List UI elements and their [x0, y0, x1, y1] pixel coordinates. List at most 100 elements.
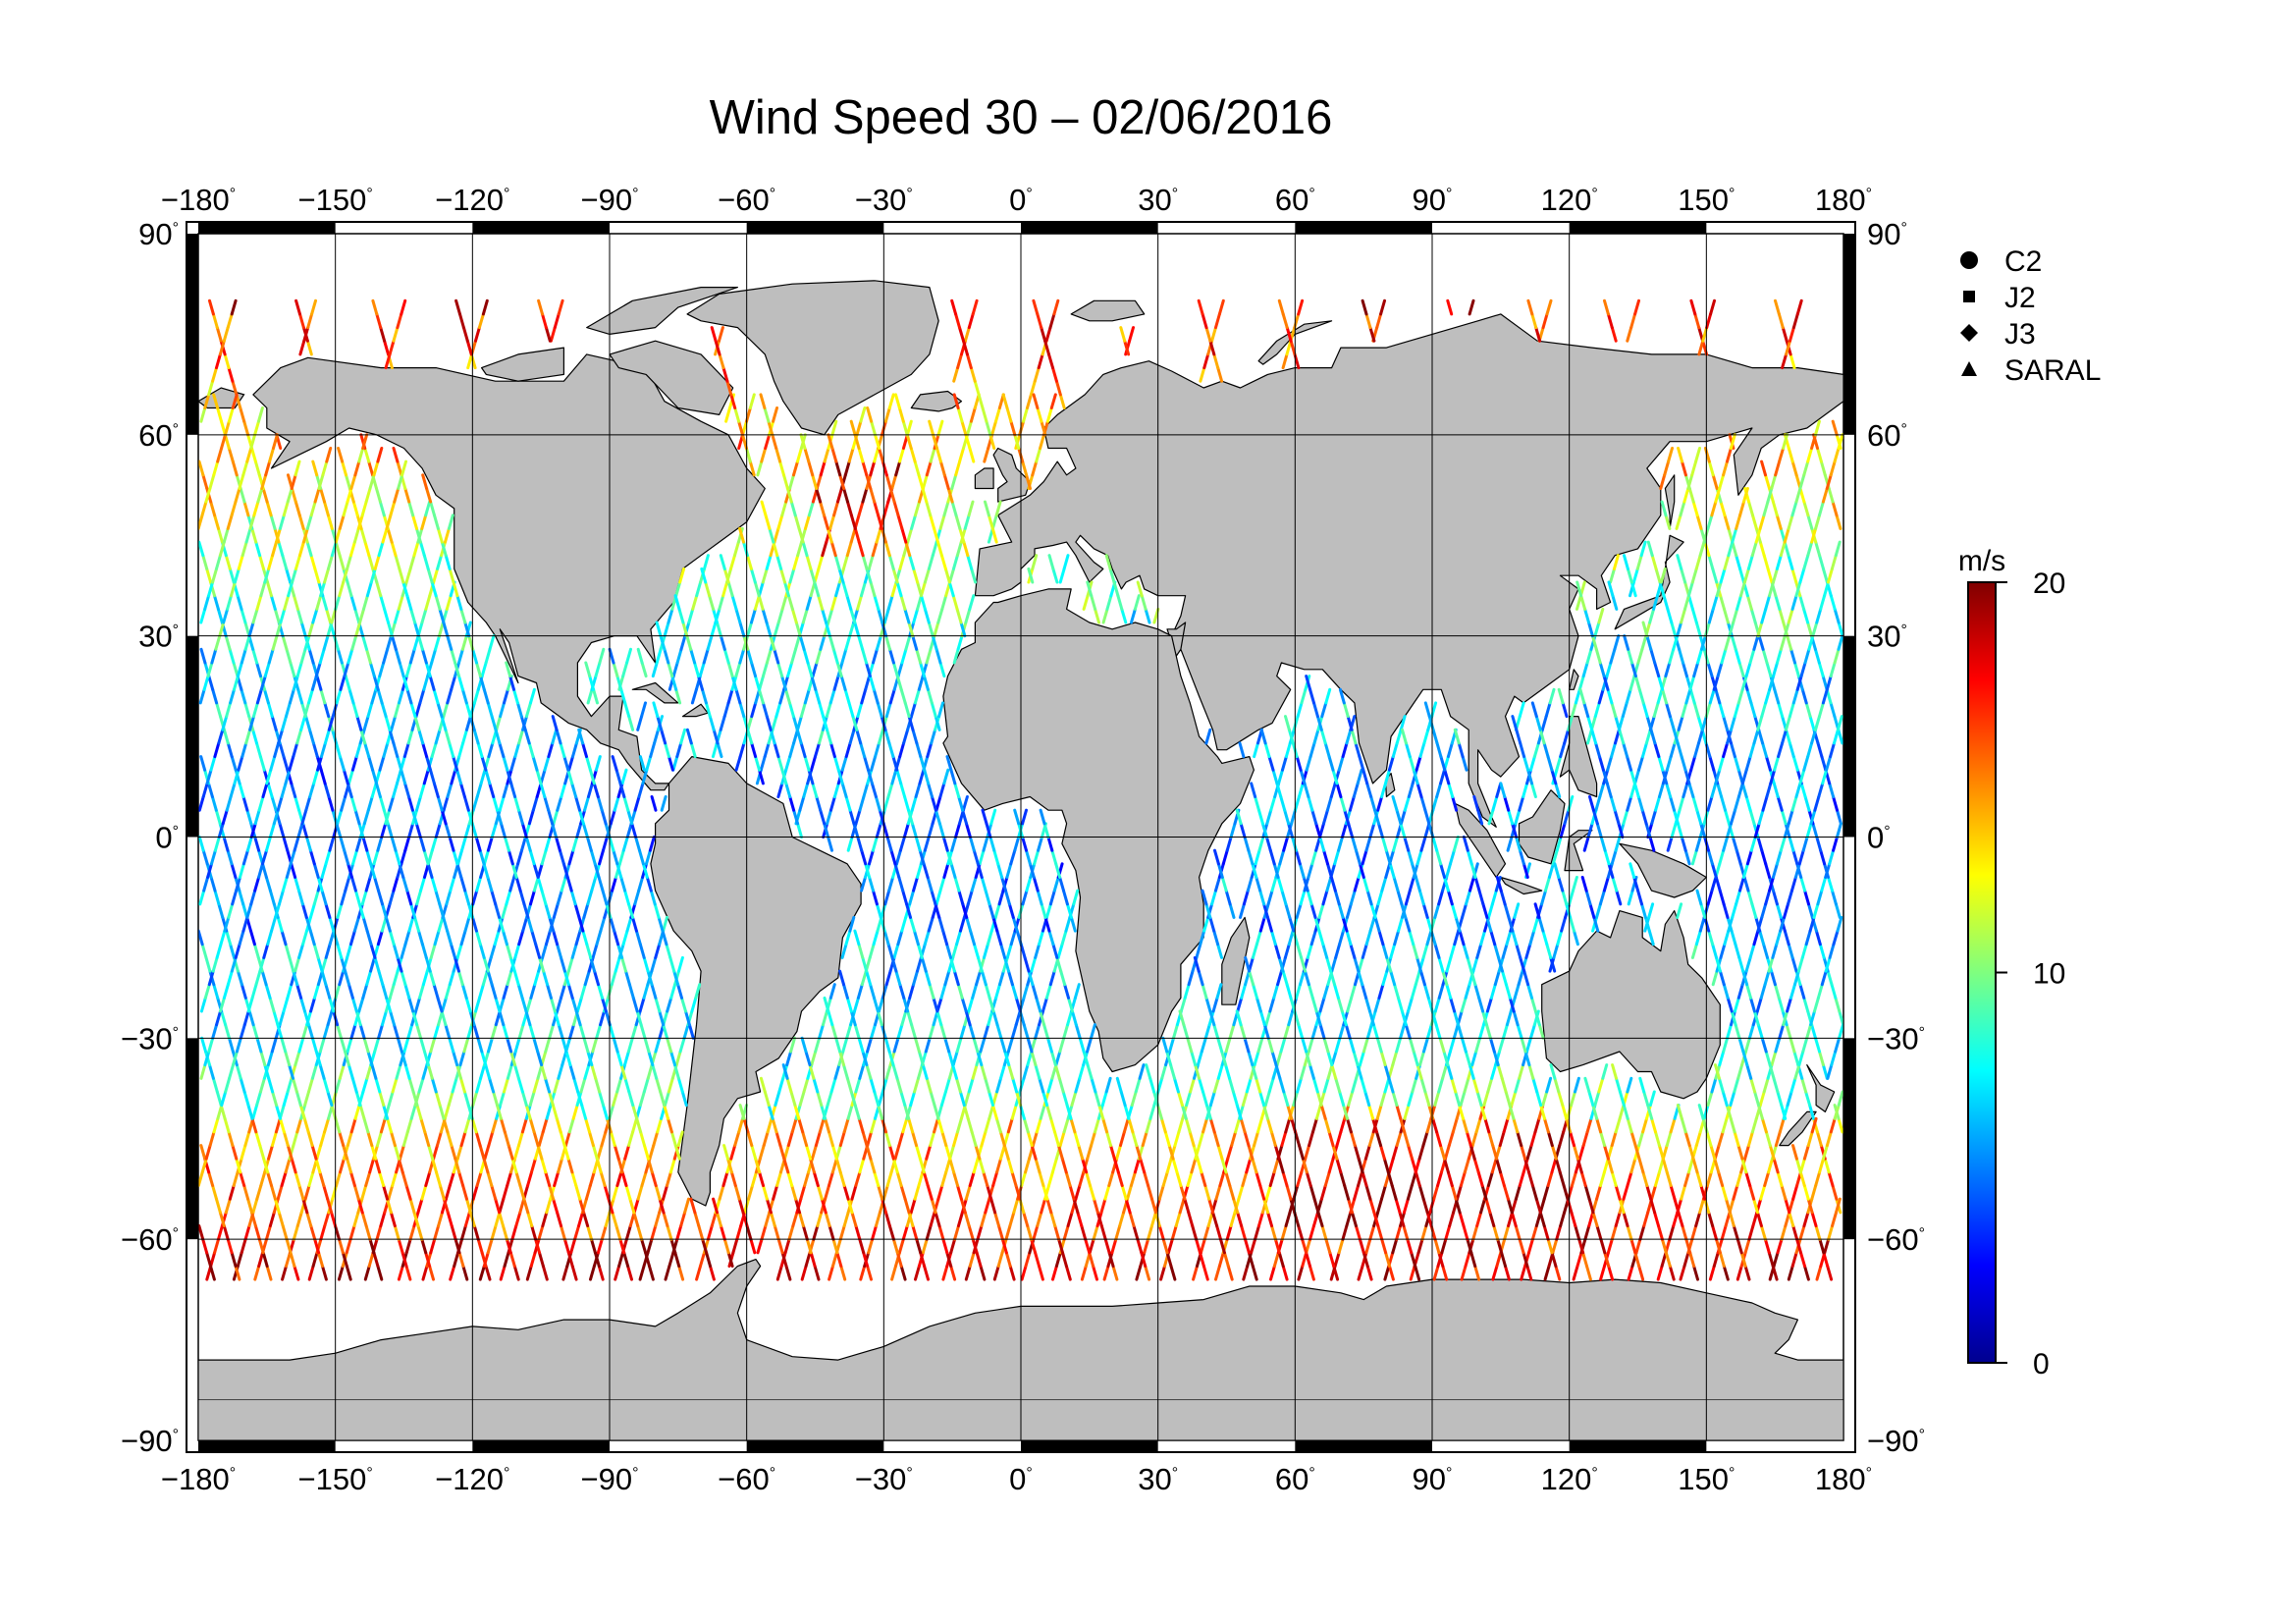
track-segment: [991, 1170, 999, 1187]
track-segment: [438, 902, 446, 919]
track-segment: [482, 1157, 490, 1174]
track-segment: [277, 1211, 285, 1227]
track-segment: [807, 500, 815, 517]
track-segment: [1010, 1170, 1018, 1187]
track-segment: [562, 1144, 570, 1161]
track-segment: [503, 1076, 509, 1094]
track-segment: [1257, 808, 1264, 826]
track-segment: [1084, 1237, 1092, 1255]
track-segment: [522, 902, 530, 919]
track-segment: [1048, 889, 1056, 906]
track-segment: [431, 1157, 438, 1174]
track-segment: [1074, 1184, 1082, 1201]
track-segment: [1660, 1251, 1668, 1268]
track-segment: [363, 741, 371, 759]
track-segment: [778, 687, 786, 705]
track-segment: [201, 473, 209, 490]
track-segment: [304, 715, 311, 731]
track-segment: [370, 1144, 378, 1161]
track-segment: [1711, 473, 1719, 490]
track-segment: [1821, 1063, 1829, 1080]
track-segment: [400, 768, 407, 785]
track-segment: [823, 514, 829, 530]
track-segment: [1418, 1050, 1425, 1067]
track-segment: [1036, 312, 1043, 330]
track-segment: [999, 1063, 1006, 1080]
track-segment: [1798, 567, 1806, 584]
track-segment: [292, 969, 299, 987]
track-segment: [345, 1265, 352, 1281]
track-segment: [815, 487, 823, 504]
track-segment: [437, 915, 445, 933]
track-segment: [928, 419, 935, 437]
track-segment: [897, 1237, 905, 1255]
track-segment: [1266, 889, 1274, 906]
track-segment: [954, 822, 961, 839]
track-segment: [500, 822, 507, 839]
track-segment: [292, 1224, 299, 1241]
track-segment: [1417, 889, 1425, 906]
track-segment: [719, 554, 726, 570]
track-segment: [413, 621, 420, 638]
track-segment: [971, 983, 979, 1000]
track-segment: [1751, 514, 1758, 530]
track-segment: [1597, 687, 1605, 705]
track-segment: [1202, 1224, 1210, 1241]
track-segment: [556, 996, 562, 1013]
track-segment: [1837, 433, 1843, 450]
track-segment: [893, 1144, 901, 1161]
track-segment: [1629, 312, 1637, 330]
track-segment: [667, 1076, 674, 1094]
track-segment: [247, 1009, 255, 1027]
track-segment: [951, 943, 959, 959]
track-segment: [559, 1130, 566, 1148]
track-segment: [209, 1265, 216, 1281]
track-segment: [1047, 554, 1055, 570]
track-segment: [1318, 836, 1326, 852]
track-segment: [882, 500, 890, 517]
track-segment: [1417, 1184, 1425, 1201]
track-segment: [955, 1076, 962, 1094]
track-segment: [1074, 1076, 1082, 1094]
track-segment: [1626, 795, 1633, 812]
track-segment: [912, 969, 919, 987]
track-segment: [614, 768, 622, 785]
track-segment: [1447, 1130, 1455, 1148]
track-segment: [918, 768, 926, 785]
track-segment: [1606, 1237, 1614, 1255]
track-segment: [1790, 500, 1798, 517]
track-segment: [273, 1197, 281, 1215]
track-segment: [411, 514, 418, 530]
track-segment: [376, 929, 384, 947]
track-segment: [799, 701, 807, 719]
track-segment: [970, 567, 978, 584]
track-segment: [1208, 339, 1216, 356]
track-segment: [1499, 1170, 1506, 1187]
track-segment: [865, 567, 873, 584]
track-segment: [721, 580, 729, 598]
track-segment: [1305, 1050, 1311, 1067]
track-segment: [845, 1076, 853, 1094]
track-segment: [1177, 1116, 1185, 1134]
track-segment: [314, 1157, 322, 1174]
track-segment: [498, 795, 506, 812]
track-segment: [1408, 876, 1415, 893]
track-segment: [1040, 326, 1047, 343]
track-segment: [1411, 862, 1417, 879]
track-segment: [541, 312, 548, 330]
track-segment: [1060, 1157, 1068, 1174]
track-segment: [1354, 1224, 1362, 1241]
track-segment: [1757, 728, 1765, 745]
track-segment: [1425, 1116, 1433, 1134]
track-segment: [934, 1211, 941, 1227]
track-segment: [1481, 902, 1489, 919]
track-segment: [776, 607, 784, 624]
track-segment: [1479, 1197, 1486, 1215]
track-segment: [211, 1184, 218, 1201]
track-segment: [1032, 298, 1040, 316]
track-segment: [1105, 1130, 1112, 1148]
track-segment: [754, 1157, 762, 1174]
track-segment: [1648, 607, 1656, 624]
track-segment: [450, 768, 457, 785]
track-segment: [239, 406, 246, 423]
